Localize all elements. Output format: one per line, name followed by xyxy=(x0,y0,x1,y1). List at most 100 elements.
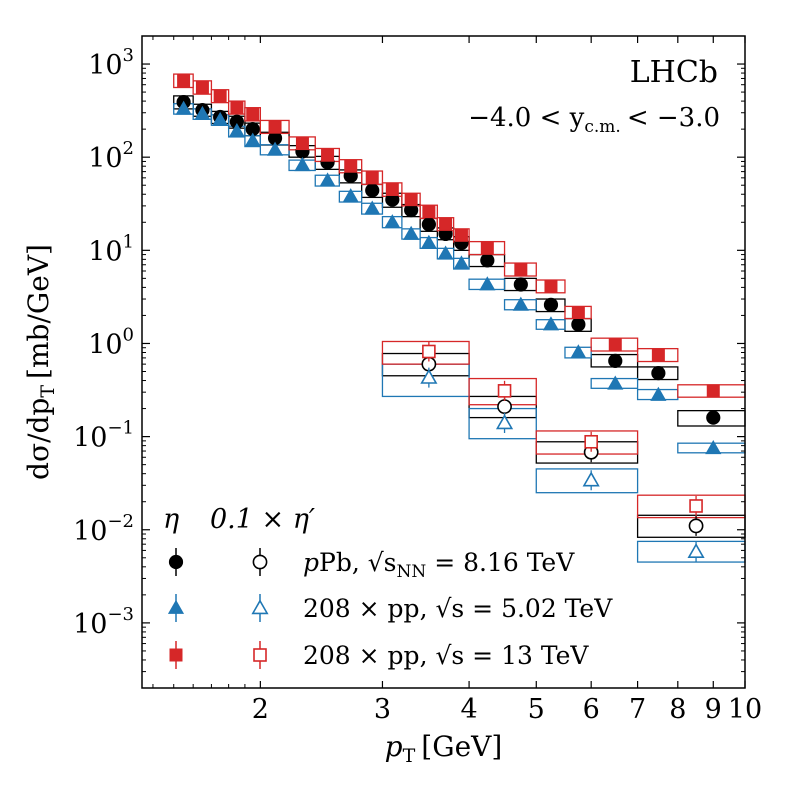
y-axis: 10−3 10−2 10−1 100 101 102 103 xyxy=(73,35,745,689)
marker-triangle xyxy=(244,132,261,147)
legend-header-etaprime: 0.1 × η′ xyxy=(210,504,315,535)
y-axis-label: dσ/dpT[mb/GeV] xyxy=(22,244,59,480)
legend-label-pp502: 208 × pp, √s = 5.02 TeV xyxy=(303,594,613,623)
y-tick-label: 10−2 xyxy=(73,511,134,547)
marker-square xyxy=(608,338,622,352)
marker-square xyxy=(544,279,558,293)
syst-box xyxy=(192,80,213,95)
marker-triangle xyxy=(607,375,624,390)
marker-triangle xyxy=(212,111,229,127)
marker-triangle xyxy=(420,234,437,249)
legend-label-pp13: 208 × pp, √s = 13 TeV xyxy=(303,641,589,670)
legend-label-ppb: pPb, √sNN = 8.16 TeV xyxy=(303,548,575,582)
marker-square xyxy=(268,120,282,134)
marker-triangle xyxy=(650,386,667,401)
marker-triangle xyxy=(384,214,401,229)
marker-square xyxy=(454,228,468,242)
x-tick-label: 3 xyxy=(374,694,391,725)
marker-circle xyxy=(543,297,559,312)
marker-circle xyxy=(480,253,495,268)
marker-triangle xyxy=(266,141,284,156)
experiment-label: LHCb xyxy=(630,55,718,90)
y-tick-label: 101 xyxy=(88,231,134,267)
marker-square xyxy=(422,344,436,359)
marker-square xyxy=(177,74,191,88)
marker-triangle xyxy=(687,542,705,558)
marker-square xyxy=(480,241,494,255)
y-tick-label: 100 xyxy=(88,324,134,360)
marker-triangle xyxy=(437,245,454,260)
x-tick-label: 9 xyxy=(705,694,722,725)
x-tick-label: 4 xyxy=(460,694,477,725)
x-tick-label: 8 xyxy=(669,694,686,725)
marker-square xyxy=(404,193,418,207)
marker-circle xyxy=(497,399,512,414)
marker-square xyxy=(365,171,379,185)
marker-triangle xyxy=(705,440,722,455)
marker-square xyxy=(497,384,512,398)
marker-triangle xyxy=(479,276,496,291)
marker-triangle xyxy=(420,368,438,384)
marker-square xyxy=(439,217,453,231)
marker-square xyxy=(571,306,585,320)
marker-circle xyxy=(252,554,268,570)
marker-square xyxy=(422,205,436,219)
legend-header-eta: η xyxy=(163,504,179,535)
marker-square xyxy=(689,499,703,513)
x-axis: 2 3 4 5 6 7 8 9 10 xyxy=(152,36,762,725)
marker-square xyxy=(213,89,227,103)
marker-triangle xyxy=(453,255,470,270)
marker-triangle xyxy=(319,172,336,187)
marker-square xyxy=(246,107,260,121)
y-tick-label: 103 xyxy=(88,45,134,81)
marker-triangle xyxy=(194,105,211,121)
marker-triangle xyxy=(403,225,420,240)
marker-square xyxy=(651,348,665,362)
marker-triangle xyxy=(512,296,529,311)
marker-triangle xyxy=(570,344,587,359)
x-tick-label: 2 xyxy=(252,694,269,725)
marker-square xyxy=(706,384,720,398)
syst-box xyxy=(535,468,639,494)
rapidity-range-label: −4.0 < yc.m. < −3.0 xyxy=(468,103,720,137)
marker-square xyxy=(584,434,598,449)
y-tick-label: 10−3 xyxy=(73,604,134,640)
y-tick-label: 10−1 xyxy=(73,418,134,454)
x-tick-label: 5 xyxy=(528,694,545,725)
x-tick-label: 10 xyxy=(728,694,762,725)
marker-circle xyxy=(651,366,666,381)
marker-square xyxy=(344,159,358,173)
plot-frame xyxy=(141,35,746,689)
marker-triangle xyxy=(294,157,311,172)
marker-triangle xyxy=(175,100,192,115)
marker-triangle xyxy=(228,123,245,138)
marker-triangle xyxy=(251,599,269,615)
x-axis-label: pT [GeV] xyxy=(385,730,503,767)
marker-triangle xyxy=(167,599,185,614)
marker-square xyxy=(385,182,399,196)
legend-markers xyxy=(167,548,269,669)
marker-circle xyxy=(706,410,721,425)
marker-circle xyxy=(421,217,436,232)
marker-circle xyxy=(608,353,623,368)
legend: η 0.1 × η′ pPb, √sNN = 8.16 TeV 208 × pp… xyxy=(163,504,613,670)
data-markers xyxy=(175,74,722,562)
marker-circle xyxy=(571,317,586,332)
y-tick-label: 102 xyxy=(88,138,134,174)
marker-square xyxy=(230,101,244,115)
x-tick-label: 7 xyxy=(629,694,646,725)
marker-square xyxy=(195,80,209,94)
marker-triangle xyxy=(364,200,381,215)
marker-triangle xyxy=(495,414,514,430)
marker-circle xyxy=(688,518,704,534)
x-tick-label: 6 xyxy=(583,694,600,725)
marker-triangle xyxy=(582,471,600,487)
marker-triangle xyxy=(342,188,359,203)
marker-square xyxy=(169,648,183,662)
marker-square xyxy=(295,137,309,151)
systematic-boxes xyxy=(173,73,746,563)
marker-triangle xyxy=(542,316,560,331)
marker-circle xyxy=(168,554,184,570)
marker-circle xyxy=(365,183,380,198)
